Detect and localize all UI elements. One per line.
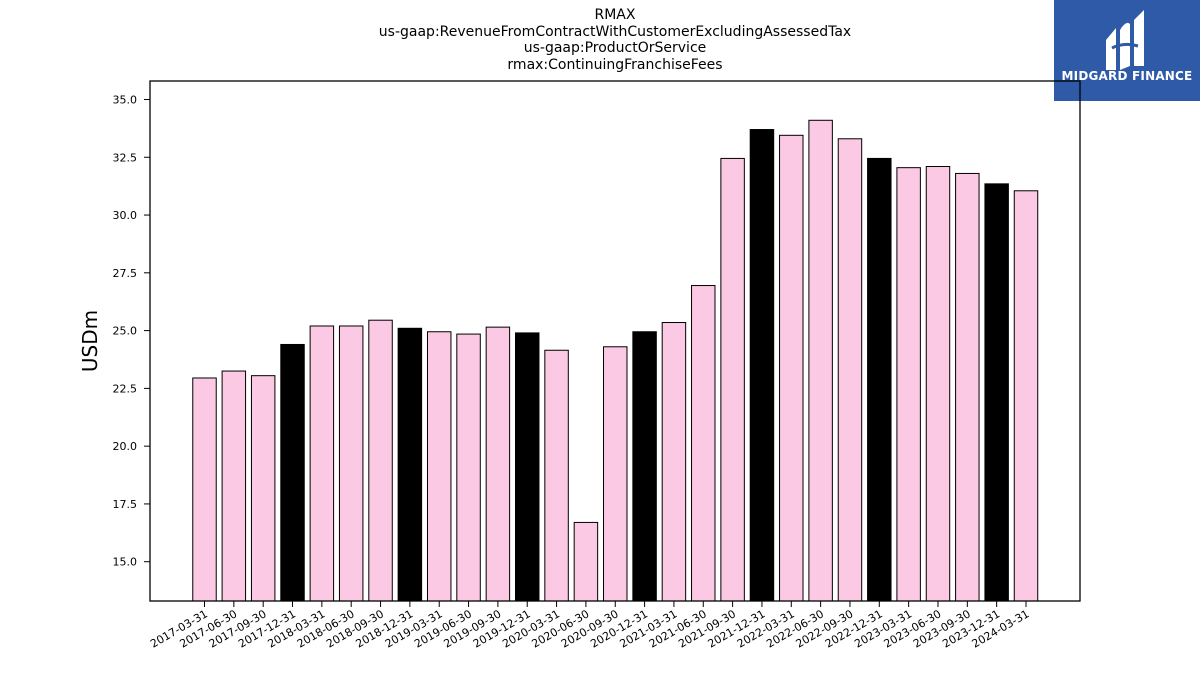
y-tick-label: 25.0 bbox=[113, 325, 138, 338]
bar-2020-03-31 bbox=[544, 349, 569, 602]
bar-2020-09-30 bbox=[603, 346, 628, 602]
bar-2022-12-31 bbox=[867, 157, 892, 602]
bar-2019-09-30 bbox=[485, 326, 511, 602]
bar-2023-06-30 bbox=[925, 166, 951, 602]
title-line-member: rmax:ContinuingFranchiseFees bbox=[507, 56, 723, 73]
y-axis-label: USDm bbox=[78, 310, 102, 372]
bar-2022-09-30 bbox=[837, 138, 863, 602]
bar-2018-12-31 bbox=[397, 327, 423, 602]
bar-2022-03-31 bbox=[779, 134, 804, 602]
bars bbox=[192, 119, 1039, 602]
bar-2021-12-31 bbox=[749, 129, 775, 602]
bar-2017-12-31 bbox=[280, 343, 305, 602]
chart-title: RMAX us-gaap:RevenueFromContractWithCust… bbox=[150, 7, 1080, 73]
bar-2021-03-31 bbox=[661, 322, 687, 602]
logo-mark-icon bbox=[1106, 10, 1144, 70]
plot-frame bbox=[149, 80, 1081, 602]
bar-2019-06-30 bbox=[456, 333, 481, 602]
bar-2024-03-31 bbox=[1013, 190, 1039, 602]
y-tick-label: 30.0 bbox=[113, 209, 138, 222]
y-tick-label: 17.5 bbox=[113, 498, 138, 511]
bar-2023-12-31 bbox=[984, 183, 1009, 602]
y-tick-label: 20.0 bbox=[113, 440, 138, 453]
bar-2018-03-31 bbox=[309, 325, 335, 602]
y-tick-label: 27.5 bbox=[113, 267, 138, 280]
bar-2023-03-31 bbox=[896, 167, 921, 602]
y-tick-label: 32.5 bbox=[113, 151, 138, 164]
title-line-ticker: RMAX bbox=[594, 7, 636, 23]
y-tick-label: 35.0 bbox=[113, 93, 138, 106]
bar-2020-06-30 bbox=[573, 521, 599, 602]
bar-2018-06-30 bbox=[338, 325, 364, 602]
y-tick-label: 15.0 bbox=[113, 556, 138, 569]
bar-2019-03-31 bbox=[426, 331, 452, 602]
bar-2020-12-31 bbox=[632, 331, 657, 602]
x-axis-ticks: 2017-03-312017-06-302017-09-302017-12-31… bbox=[148, 601, 1032, 651]
y-tick-label: 22.5 bbox=[113, 382, 138, 395]
bar-2017-09-30 bbox=[250, 375, 276, 602]
title-line-axis: us-gaap:ProductOrService bbox=[523, 40, 707, 56]
y-axis-ticks: 15.0 17.5 20.0 22.5 25.0 27.5 30.0 32.5 35.0 bbox=[113, 93, 150, 569]
midgard-finance-logo: MIDGARD FINANCE bbox=[1054, 0, 1200, 101]
bar-2018-09-30 bbox=[368, 319, 393, 602]
logo-text: MIDGARD FINANCE bbox=[1061, 69, 1193, 83]
title-line-concept: us-gaap:RevenueFromContractWithCustomerE… bbox=[378, 23, 852, 40]
bar-2021-06-30 bbox=[691, 285, 716, 602]
bar-2017-03-31 bbox=[192, 377, 217, 602]
bar-2019-12-31 bbox=[514, 332, 540, 602]
bar-2017-06-30 bbox=[221, 370, 247, 602]
bar-2023-09-30 bbox=[955, 172, 980, 602]
bar-2021-09-30 bbox=[720, 157, 745, 602]
bar-2022-06-30 bbox=[808, 119, 833, 602]
